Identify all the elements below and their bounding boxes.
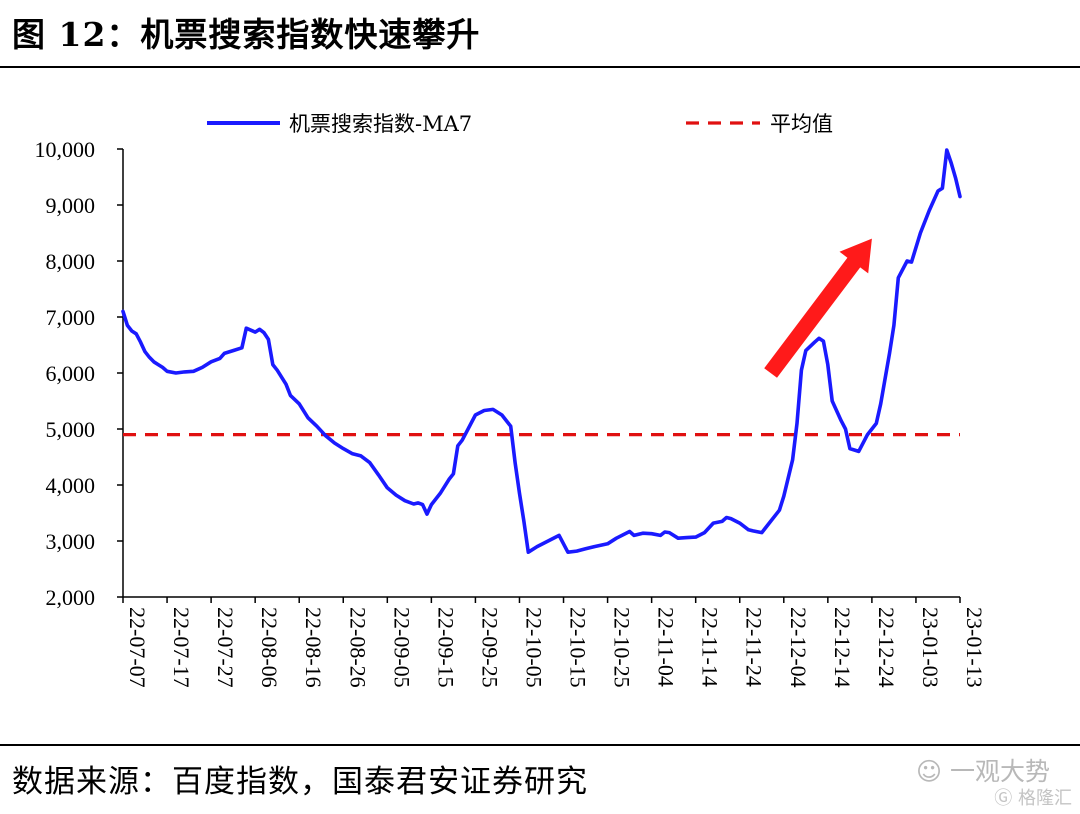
- series-layer: [121, 148, 962, 555]
- x-tick-label: 22-10-05: [521, 607, 546, 688]
- y-tick-label: 3,000: [46, 529, 96, 554]
- legend-label-series: 机票搜索指数-MA7: [289, 112, 472, 136]
- x-tick-label: 22-07-17: [169, 607, 194, 688]
- bottom-rule: [0, 744, 1080, 746]
- x-tick-label: 22-10-15: [566, 607, 591, 688]
- x-tick-label: 22-11-24: [742, 607, 767, 687]
- wechat-icon: ☺: [915, 757, 943, 786]
- watermark-secondary: 格隆汇: [1018, 788, 1072, 809]
- line-chart: 2,000 3,000 4,000 5,000 6,000 7,000 8,000 9,000…: [35, 112, 988, 688]
- x-tick-label: 22-08-16: [301, 607, 326, 688]
- y-tick-label: 4,000: [46, 473, 96, 498]
- x-tick-label: 22-08-06: [257, 607, 282, 688]
- x-tick-label: 22-07-07: [125, 607, 150, 688]
- x-tick-label: 22-12-24: [874, 607, 899, 688]
- logo-g-icon: Ⓖ: [994, 788, 1013, 809]
- x-tick-label: 23-01-13: [962, 607, 987, 688]
- x-tick-label: 22-12-14: [830, 607, 855, 688]
- y-tick-label: 5,000: [46, 417, 96, 442]
- page-title: 图 12：机票搜索指数快速攀升: [12, 15, 481, 54]
- watermark-wechat: ☺ 一观大势: [916, 752, 1050, 788]
- search-index-line: [121, 148, 962, 555]
- legend-label-average: 平均值: [770, 112, 833, 136]
- data-source: 数据来源：百度指数，国泰君安证券研究: [12, 764, 588, 800]
- x-tick-label: 23-01-03: [918, 607, 943, 688]
- x-tick-label: 22-09-25: [477, 607, 502, 688]
- trend-arrow: [764, 238, 872, 378]
- y-tick-label: 10,000: [35, 137, 96, 162]
- x-axis: 22-07-07 22-07-17 22-07-27 22-08-06 22-08-16…: [122, 596, 987, 688]
- annotation-layer: [764, 238, 872, 378]
- y-axis: 2,000 3,000 4,000 5,000 6,000 7,000 8,000 9,000…: [35, 137, 124, 610]
- top-rule: [0, 66, 1080, 68]
- x-tick-label: 22-10-25: [610, 607, 635, 688]
- y-tick-label: 7,000: [46, 305, 96, 330]
- x-tick-label: 22-07-27: [213, 607, 238, 688]
- x-tick-label: 22-12-04: [786, 607, 811, 688]
- x-tick-label: 22-09-15: [433, 607, 458, 688]
- x-tick-label: 22-11-14: [698, 607, 723, 687]
- x-tick-label: 22-11-04: [654, 607, 679, 687]
- y-tick-label: 6,000: [46, 361, 96, 386]
- legend: 机票搜索指数-MA7 平均值: [207, 112, 833, 136]
- watermark-primary: 一观大势: [949, 757, 1050, 786]
- y-tick-label: 2,000: [46, 585, 96, 610]
- y-tick-label: 9,000: [46, 193, 96, 218]
- x-tick-label: 22-09-05: [389, 607, 414, 688]
- x-tick-label: 22-08-26: [345, 607, 370, 688]
- watermark-logo: Ⓖ 格隆汇: [994, 784, 1072, 810]
- y-tick-label: 8,000: [46, 249, 96, 274]
